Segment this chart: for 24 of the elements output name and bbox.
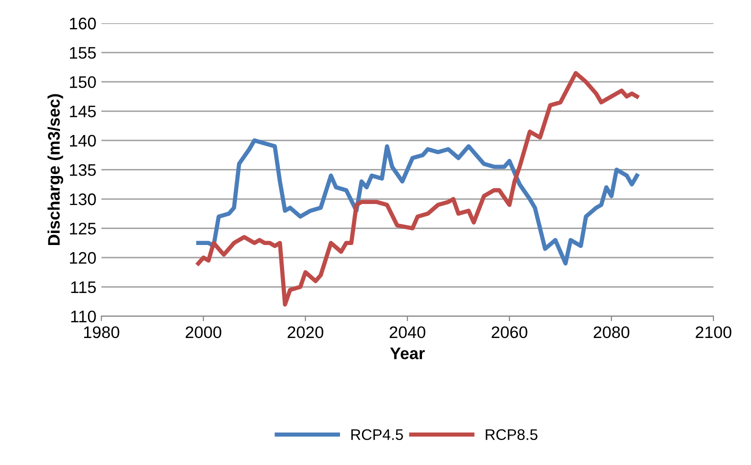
y-tick-label: 135 [70,164,96,176]
line-series [196,138,640,266]
y-tick-label: 150 [70,76,96,88]
y-tick-label: 145 [70,106,96,118]
y-tick-label: 115 [71,281,96,294]
legend-label: RCP4.5 [351,429,403,440]
x-tick-label: 2020 [288,326,324,338]
line-series [196,70,640,307]
x-tick-label: 2100 [696,326,732,338]
x-tick-label: 2040 [390,326,426,338]
y-tick-label: 120 [70,252,96,264]
y-tick-label: 130 [70,193,96,206]
x-tick-label: 1980 [84,326,120,338]
x-axis-title: Year [390,348,425,360]
y-tick-label: 160 [70,18,96,30]
x-tick-label: 2080 [594,326,630,338]
y-axis-title: Discharge (m3/sec) [48,94,64,246]
y-tick-label: 125 [70,222,96,235]
y-tick-label: 110 [71,310,96,322]
y-tick-label: 155 [70,47,96,59]
x-tick-label: 2060 [492,326,528,338]
y-tick-label: 140 [70,134,96,147]
legend-label: RCP8.5 [486,429,538,440]
x-tick-label: 2000 [186,326,222,338]
